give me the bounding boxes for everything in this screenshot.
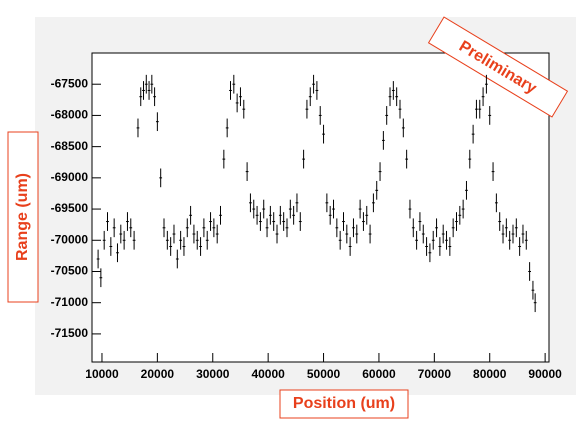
plot-frame (91, 52, 550, 363)
y-tick-label: -71500 (51, 326, 89, 340)
x-tick-label: 60000 (362, 367, 396, 381)
x-tick-label: 40000 (251, 367, 285, 381)
x-tick-label: 70000 (418, 367, 452, 381)
y-tick-label: -68000 (51, 108, 89, 122)
x-tick-label: 20000 (141, 367, 175, 381)
y-tick-label: -67500 (51, 76, 89, 90)
x-tick-label: 50000 (307, 367, 341, 381)
y-tick-label: -70000 (51, 232, 89, 246)
y-tick-label: -68500 (51, 139, 89, 153)
x-tick-label: 90000 (528, 367, 562, 381)
y-tick-label: -70500 (51, 264, 89, 278)
y-tick-label: -69500 (51, 201, 89, 215)
x-tick-label: 30000 (196, 367, 230, 381)
x-tick-label: 80000 (473, 367, 507, 381)
y-axis-label: Range (um) (14, 173, 31, 261)
y-tick-label: -69000 (51, 170, 89, 184)
x-axis-label: Position (um) (293, 395, 395, 412)
stamp-box (427, 16, 569, 118)
x-tick-label: 10000 (85, 367, 119, 381)
y-tick-label: -71000 (51, 295, 89, 309)
y-label-box (7, 131, 39, 303)
x-label-box (279, 389, 409, 419)
